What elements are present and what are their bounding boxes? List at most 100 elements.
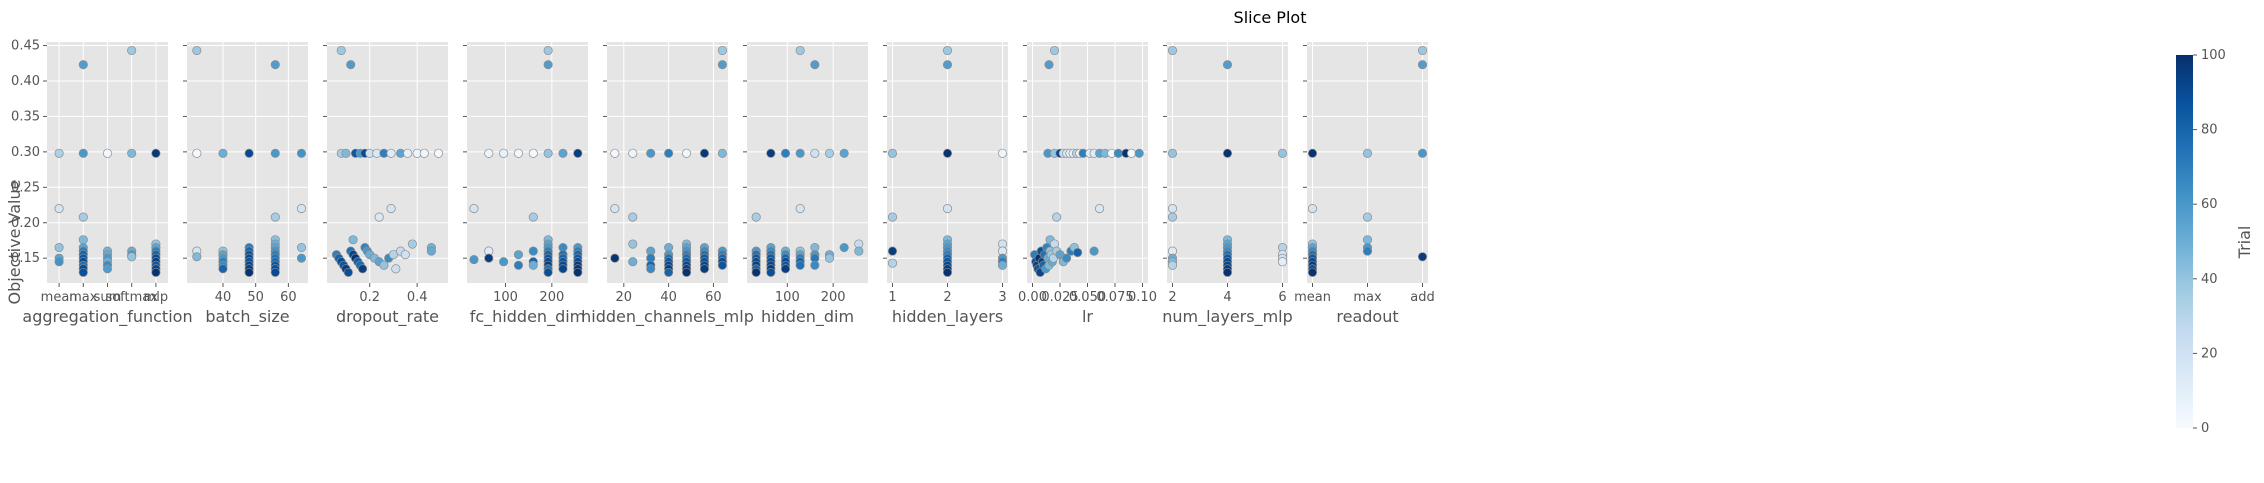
data-point [628, 148, 638, 158]
data-point [469, 255, 479, 265]
data-point [646, 148, 656, 158]
x-tick-label: 60 [280, 290, 297, 305]
data-point [78, 148, 88, 158]
data-point [54, 257, 64, 267]
x-tick-label: 1 [888, 290, 896, 305]
colorbar-tick-label: 80 [2201, 123, 2218, 138]
points [469, 45, 583, 277]
x-tick-label: 3 [998, 290, 1006, 305]
panel-hidden-layers: 1 2 3 hidden_layers [883, 42, 1008, 327]
data-point [751, 267, 761, 277]
x-tick-label: 0.2 [359, 290, 380, 305]
x-tick-label: 0.050 [1069, 290, 1106, 305]
data-point [54, 204, 64, 214]
data-point [391, 264, 401, 274]
data-point [1167, 212, 1178, 222]
data-point [766, 267, 776, 277]
data-point [192, 252, 202, 262]
x-axis-label: readout [1336, 307, 1398, 326]
data-point [824, 148, 835, 158]
x-axis-label: num_layers_mlp [1162, 307, 1293, 327]
data-point [499, 148, 509, 158]
data-point [218, 148, 228, 158]
data-point [270, 267, 280, 277]
x-tick-label: 4 [1223, 290, 1231, 305]
data-point [717, 148, 727, 158]
data-point [573, 267, 583, 277]
data-point [1049, 45, 1060, 56]
data-point [1362, 246, 1373, 256]
data-point [341, 148, 351, 158]
x-tick-label: 2 [943, 290, 951, 305]
points [192, 45, 307, 277]
data-point [543, 148, 553, 158]
colorbar: 0 20 40 60 80 100 Trial [2176, 48, 2254, 436]
panel-background [747, 42, 868, 283]
data-point [346, 60, 356, 70]
data-point [997, 148, 1008, 158]
y-tick-label: 0.40 [11, 74, 40, 89]
data-point [270, 60, 280, 70]
panel-background [467, 42, 588, 283]
data-point [419, 148, 429, 158]
data-point [244, 267, 254, 277]
data-point [1417, 45, 1428, 56]
data-point [1167, 148, 1178, 158]
data-point [795, 204, 805, 214]
data-point [374, 212, 384, 222]
x-tick-label: 0.00 [1018, 290, 1047, 305]
data-point [343, 267, 353, 277]
data-point [102, 148, 113, 158]
data-point [151, 267, 161, 277]
data-point [400, 250, 410, 260]
data-point [1222, 267, 1233, 277]
data-point [296, 253, 307, 263]
data-point [499, 257, 509, 267]
data-point [839, 148, 849, 158]
data-point [358, 264, 368, 274]
data-point [386, 148, 396, 158]
data-point [1167, 45, 1178, 56]
data-point [513, 250, 524, 260]
data-point [646, 264, 656, 274]
data-point [407, 239, 417, 249]
data-point [681, 148, 692, 158]
data-point [1307, 267, 1318, 277]
x-axis-label: hidden_dim [761, 307, 854, 327]
panel-aggregation-function: 0.15 0.20 0.25 0.30 0.35 0.40 0.45 meanmaxsumso… [11, 39, 193, 327]
data-point [1222, 60, 1233, 70]
data-point [1073, 247, 1083, 258]
y-tick-label: 0.35 [11, 109, 40, 124]
data-point [942, 204, 953, 214]
x-axis-label: hidden_layers [892, 307, 1003, 327]
data-point [151, 148, 161, 158]
data-point [426, 246, 436, 256]
data-point [810, 60, 820, 70]
data-point [1277, 148, 1288, 158]
y-tick-label: 0.25 [11, 180, 40, 195]
colorbar-ticks: 0 20 40 60 80 100 [2193, 48, 2226, 436]
points [54, 45, 161, 277]
x-axis-label: hidden_channels_mlp [581, 307, 754, 327]
data-point [628, 212, 638, 222]
x-tick-label: 200 [821, 290, 846, 305]
data-point [1307, 204, 1318, 214]
x-tick-label: 0.075 [1096, 290, 1133, 305]
data-point [54, 148, 64, 158]
x-tick-label: softmax [105, 290, 158, 305]
data-point [610, 148, 620, 158]
data-point [810, 260, 820, 270]
data-point [484, 148, 494, 158]
data-point [1052, 212, 1062, 222]
data-point [628, 257, 638, 267]
x-tick-label: 0.4 [407, 290, 428, 305]
data-point [681, 267, 692, 277]
data-point [513, 148, 524, 158]
x-axis-label: aggregation_function [22, 307, 192, 327]
data-point [1126, 148, 1137, 158]
data-point [839, 243, 849, 253]
data-point [528, 212, 538, 222]
data-point [699, 264, 710, 274]
data-point [1307, 148, 1318, 158]
